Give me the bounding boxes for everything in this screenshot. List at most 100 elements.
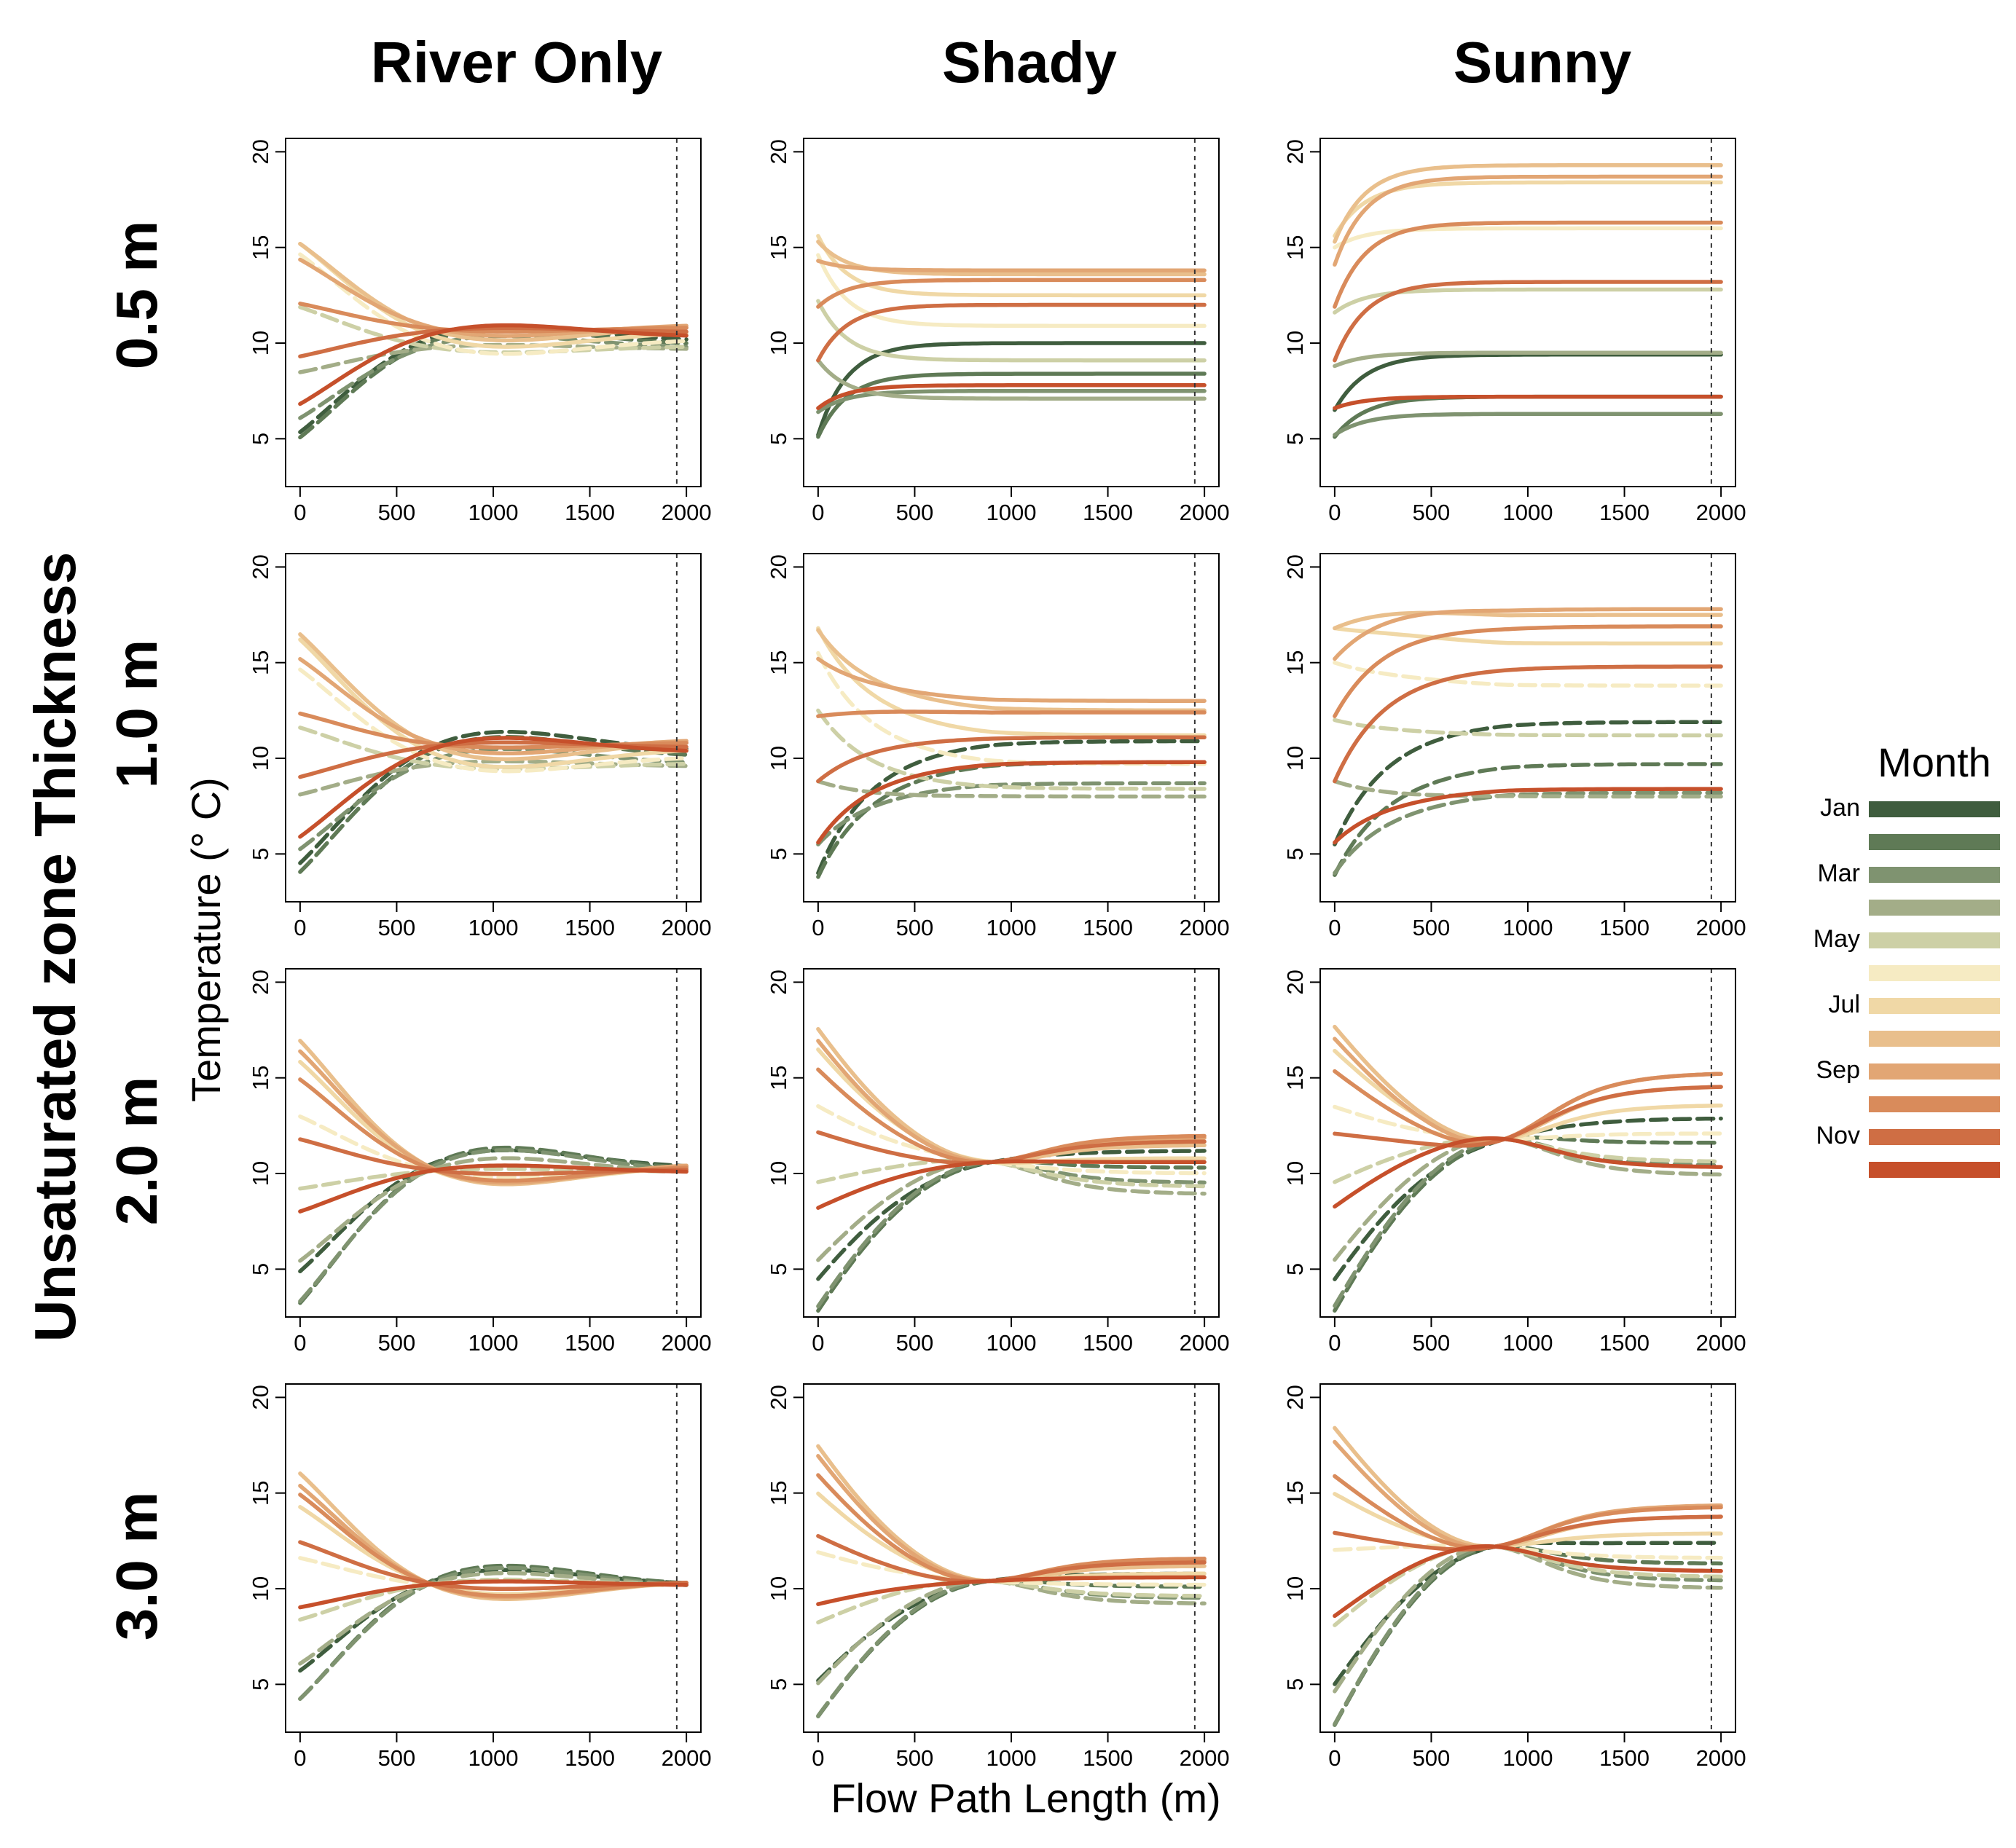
series-group — [298, 1471, 689, 1701]
legend-swatch-11 — [1869, 1129, 2000, 1145]
y-tick-label: 5 — [1282, 433, 1308, 445]
legend-label-1: Jan — [1820, 794, 1860, 822]
x-tick-label: 500 — [896, 500, 934, 525]
y-tick-label: 20 — [248, 139, 273, 164]
y-tick-label: 15 — [248, 1480, 273, 1505]
row-title-3-0m: 3.0 m — [104, 1492, 169, 1641]
panel-05m-shady: 0 500 1000 1500 2000 5 10 15 20 — [766, 138, 1230, 525]
x-tick-label: 1500 — [1083, 1330, 1133, 1356]
x-tick-label: 1500 — [1599, 1330, 1650, 1356]
series-line-month-2 — [1333, 762, 1723, 877]
panel-30m-sunny: 0 500 1000 1500 2000 5 10 15 20 — [1282, 1383, 1746, 1771]
y-tick-label: 5 — [248, 848, 273, 860]
panel-10m-shady: 0 500 1000 1500 2000 5 10 15 20 — [766, 553, 1230, 940]
x-tick-label: 500 — [1413, 915, 1451, 940]
plot-frame — [285, 968, 702, 1318]
series-group — [816, 626, 1207, 879]
x-tick-label: 1000 — [987, 915, 1037, 940]
series-group — [298, 632, 689, 874]
series-line-month-3 — [298, 1148, 689, 1304]
x-tick-label: 500 — [1413, 1745, 1451, 1771]
y-tick-label: 10 — [766, 1161, 791, 1186]
series-line-month-10 — [298, 1493, 689, 1598]
x-tick-label: 1000 — [468, 500, 519, 525]
legend-swatch-12 — [1869, 1162, 2000, 1178]
y-tick-label: 20 — [766, 1385, 791, 1409]
series-line-month-5 — [298, 1166, 689, 1191]
series-line-month-7 — [816, 234, 1207, 298]
series-line-month-12 — [1333, 394, 1723, 411]
y-tick-label: 15 — [1282, 1480, 1308, 1505]
y-tick-label: 10 — [1282, 1576, 1308, 1601]
series-group — [1333, 163, 1723, 439]
panel-05m-sunny: 0 500 1000 1500 2000 5 10 15 20 — [1282, 138, 1746, 525]
x-tick-label: 1500 — [1083, 1745, 1133, 1771]
x-tick-label: 0 — [812, 1330, 824, 1356]
series-line-month-12 — [298, 736, 689, 839]
x-tick-label: 2000 — [662, 915, 712, 940]
legend-swatch-1 — [1869, 801, 2000, 817]
x-tick-label: 0 — [294, 915, 306, 940]
y-tick-label: 5 — [766, 433, 791, 445]
series-line-month-4 — [1333, 350, 1723, 369]
x-tick-label: 1000 — [987, 1330, 1037, 1356]
x-tick-label: 2000 — [662, 1745, 712, 1771]
x-tick-label: 500 — [1413, 1330, 1451, 1356]
x-tick-label: 1500 — [1599, 1745, 1650, 1771]
x-tick-label: 0 — [1328, 915, 1341, 940]
legend-swatch-3 — [1869, 867, 2000, 883]
series-line-month-7 — [1333, 626, 1723, 646]
series-line-month-10 — [1333, 220, 1723, 309]
legend: Month Jan Mar May Jul Sep Nov — [1813, 739, 2000, 1178]
column-title-sunny: Sunny — [1454, 30, 1632, 95]
x-tick-label: 2000 — [1696, 1330, 1746, 1356]
series-line-month-4 — [816, 358, 1207, 401]
x-tick-label: 2000 — [1180, 1330, 1230, 1356]
x-tick-label: 2000 — [1180, 500, 1230, 525]
x-tick-label: 1500 — [565, 915, 615, 940]
column-title-shady: Shady — [942, 30, 1118, 95]
y-tick-label: 15 — [248, 650, 273, 675]
x-tick-label: 500 — [896, 1330, 934, 1356]
x-tick-label: 0 — [812, 1745, 824, 1771]
x-tick-label: 1000 — [987, 1745, 1037, 1771]
x-tick-label: 1500 — [1083, 915, 1133, 940]
panel-05m-river-only: 0 500 1000 1500 2000 5 10 15 20 — [248, 138, 712, 525]
legend-title: Month — [1878, 739, 1991, 785]
series-line-month-12 — [298, 1163, 689, 1214]
x-tick-label: 1000 — [1503, 1330, 1553, 1356]
y-tick-label: 5 — [766, 1678, 791, 1691]
x-tick-label: 0 — [1328, 500, 1341, 525]
series-line-month-12 — [816, 1575, 1207, 1606]
legend-swatch-7 — [1869, 998, 2000, 1014]
y-tick-label: 20 — [248, 970, 273, 994]
panel-20m-sunny: 0 500 1000 1500 2000 5 10 15 20 — [1282, 968, 1746, 1356]
panel-20m-river-only: 0 500 1000 1500 2000 5 10 15 20 — [248, 968, 712, 1356]
x-tick-label: 2000 — [1696, 500, 1746, 525]
x-tick-label: 1000 — [1503, 915, 1553, 940]
y-tick-label: 10 — [248, 1161, 273, 1186]
x-tick-label: 2000 — [1696, 1745, 1746, 1771]
x-tick-label: 1000 — [987, 500, 1037, 525]
series-line-month-2 — [1333, 1544, 1723, 1727]
series-line-month-3 — [816, 1160, 1207, 1309]
x-tick-label: 500 — [378, 1745, 416, 1771]
x-tick-label: 1500 — [1599, 500, 1650, 525]
x-tick-label: 1000 — [1503, 500, 1553, 525]
x-tick-label: 0 — [1328, 1745, 1341, 1771]
x-tick-label: 0 — [812, 915, 824, 940]
series-line-month-11 — [816, 735, 1207, 784]
y-tick-label: 15 — [1282, 650, 1308, 675]
legend-label-9: Sep — [1816, 1056, 1861, 1084]
series-line-month-9 — [816, 259, 1207, 272]
y-tick-label: 5 — [766, 1263, 791, 1275]
series-line-month-7 — [1333, 1492, 1723, 1549]
series-line-month-11 — [1333, 1514, 1723, 1552]
series-line-month-3 — [1333, 412, 1723, 437]
series-line-month-11 — [1333, 1085, 1723, 1148]
series-line-month-12 — [1333, 1544, 1723, 1619]
x-tick-label: 1500 — [565, 1745, 615, 1771]
x-tick-label: 0 — [812, 500, 824, 525]
y-tick-label: 5 — [1282, 848, 1308, 860]
series-line-month-9 — [1333, 174, 1723, 267]
